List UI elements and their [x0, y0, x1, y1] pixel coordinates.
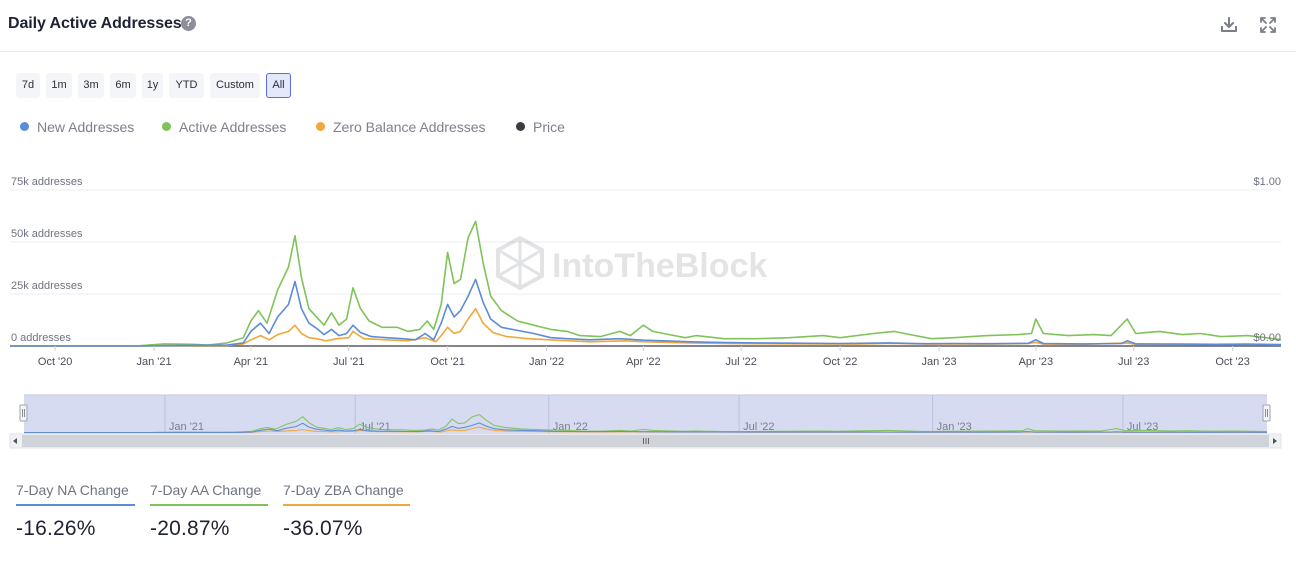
- x-tick-label: Oct '20: [38, 356, 73, 368]
- x-tick-label: Apr '22: [626, 356, 661, 368]
- stat-label: 7-Day NA Change: [16, 482, 129, 498]
- navigator-tick-label: Jul '23: [1127, 421, 1158, 433]
- navigator-left-handle[interactable]: [19, 404, 28, 422]
- stat-underline: [16, 504, 135, 506]
- x-tick-label: Oct '21: [430, 356, 465, 368]
- legend-dot-icon: [20, 122, 29, 131]
- navigator-tick-label: Jul '22: [743, 421, 774, 433]
- y-left-tick-label: 50k addresses: [11, 228, 83, 240]
- x-tick-label: Oct '22: [823, 356, 858, 368]
- range-7d-button[interactable]: 7d: [16, 73, 40, 98]
- navigator-series-active-addresses: [24, 413, 1268, 434]
- x-tick-label: Apr '23: [1019, 356, 1054, 368]
- x-tick-label: Jan '23: [921, 356, 956, 368]
- stat-na-change: 7-Day NA Change -16.26%: [16, 482, 135, 541]
- stat-aa-change: 7-Day AA Change -20.87%: [150, 482, 268, 541]
- x-tick-label: Jan '22: [529, 356, 564, 368]
- download-icon[interactable]: [1219, 15, 1239, 35]
- range-all-button[interactable]: All: [266, 73, 291, 98]
- scrollbar-grip-icon: [643, 438, 649, 444]
- x-tick-label: Jul '23: [1118, 356, 1149, 368]
- stat-underline: [150, 504, 268, 506]
- range-3m-button[interactable]: 3m: [78, 73, 104, 98]
- svg-text:IntoTheBlock: IntoTheBlock: [552, 247, 767, 285]
- range-6m-button[interactable]: 6m: [110, 73, 136, 98]
- stat-value: -36.07%: [283, 517, 363, 540]
- range-1y-button[interactable]: 1y: [142, 73, 163, 98]
- range-1m-button[interactable]: 1m: [46, 73, 72, 98]
- legend-dot-icon: [162, 122, 171, 131]
- y-left-tick-label: 25k addresses: [11, 280, 83, 292]
- legend-item-new-addresses[interactable]: New Addresses: [20, 119, 134, 139]
- stat-value: -20.87%: [150, 517, 230, 540]
- legend-dot-icon: [516, 122, 525, 131]
- scroll-left-arrow-icon[interactable]: [13, 438, 17, 444]
- y-right-tick-label: $1.00: [1253, 176, 1281, 188]
- stat-underline: [283, 504, 410, 506]
- main-chart[interactable]: IntoTheBlock 0 addresses 25k addresses 50k…: [0, 170, 1296, 375]
- scroll-right-arrow-icon[interactable]: [1273, 438, 1277, 444]
- stat-label: 7-Day AA Change: [150, 482, 262, 498]
- stat-value: -16.26%: [16, 517, 96, 540]
- navigator-series-new-addresses: [24, 422, 1268, 434]
- stat-label: 7-Day ZBA Change: [283, 482, 404, 498]
- y-left-tick-label: 75k addresses: [11, 176, 83, 188]
- x-tick-label: Jan '21: [137, 356, 172, 368]
- legend-item-active-addresses[interactable]: Active Addresses: [162, 119, 286, 139]
- stat-zba-change: 7-Day ZBA Change -36.07%: [283, 482, 410, 541]
- help-icon[interactable]: ?: [181, 16, 196, 31]
- x-tick-label: Apr '21: [234, 356, 269, 368]
- x-tick-label: Oct '23: [1215, 356, 1250, 368]
- y-left-tick-label: 0 addresses: [11, 332, 71, 344]
- legend-dot-icon: [316, 122, 325, 131]
- navigator-tick-label: Jan '23: [937, 421, 972, 433]
- series-line-new-addresses[interactable]: [10, 278, 1282, 347]
- navigator-tick-label: Jul '21: [359, 421, 390, 433]
- navigator-selection[interactable]: [24, 395, 1267, 434]
- watermark: IntoTheBlock: [496, 235, 767, 291]
- navigator-right-handle[interactable]: [1262, 404, 1271, 422]
- series-line-active-addresses[interactable]: [10, 220, 1282, 347]
- x-tick-label: Jul '22: [725, 356, 756, 368]
- page-title: Daily Active Addresses: [8, 15, 182, 32]
- legend-item-zero-balance-addresses[interactable]: Zero Balance Addresses: [316, 119, 486, 139]
- range-custom-button[interactable]: Custom: [210, 73, 260, 98]
- x-tick-label: Jul '21: [333, 356, 364, 368]
- expand-icon[interactable]: [1258, 15, 1278, 35]
- legend-item-price[interactable]: Price: [516, 119, 565, 139]
- y-right-tick-label: $0.00: [1253, 332, 1281, 344]
- range-ytd-button[interactable]: YTD: [169, 73, 204, 98]
- navigator-tick-label: Jan '21: [169, 421, 204, 433]
- navigator[interactable]: Jan '21 Jul '21 Jan '22 Jul '22 Jan '23 Jul '…: [0, 390, 1296, 452]
- chart-header: Daily Active Addresses ?: [0, 0, 1296, 52]
